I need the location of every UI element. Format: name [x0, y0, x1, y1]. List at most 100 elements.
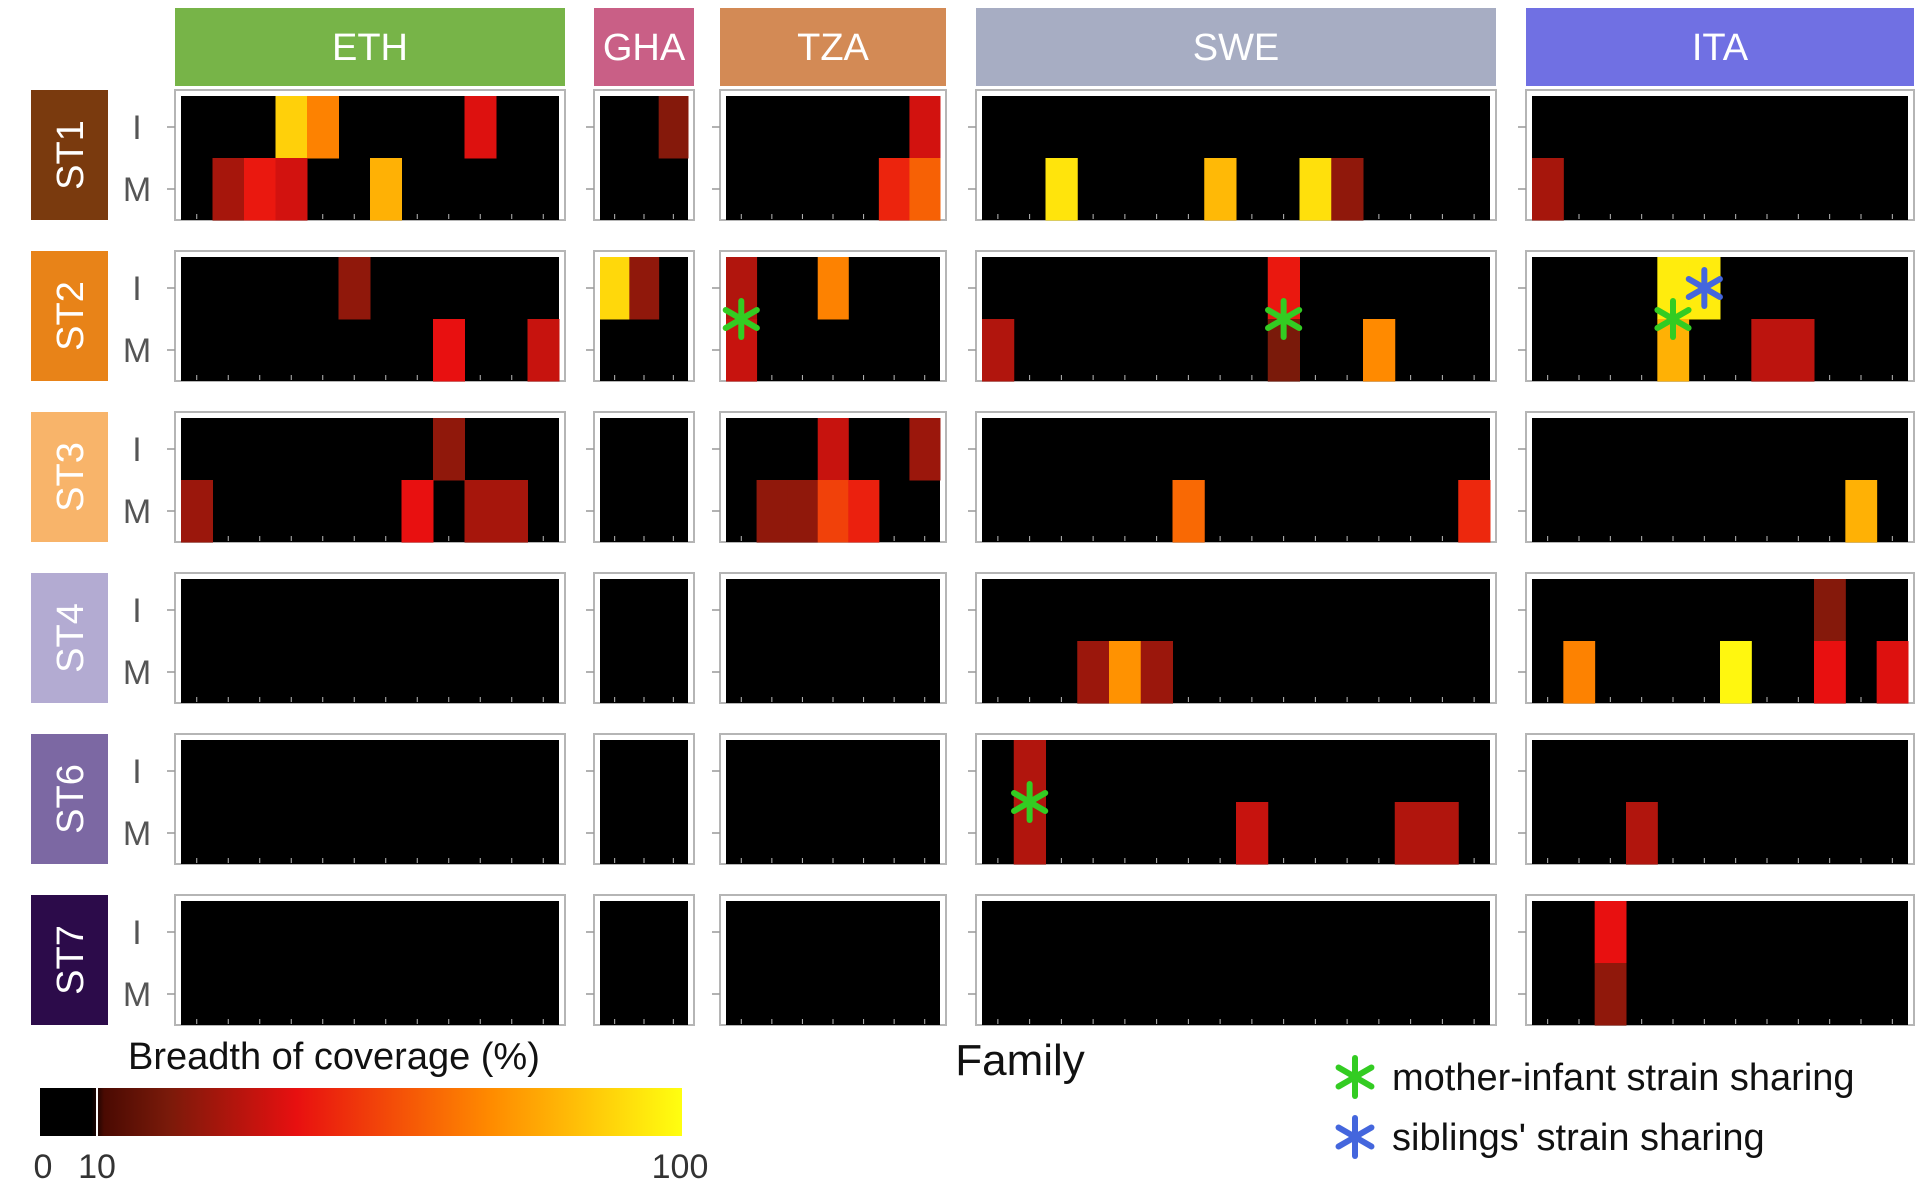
marker-mother-infant-st2-ita — [1654, 298, 1692, 340]
panel-st6-swe — [968, 733, 1497, 865]
strain-label-st3: ST3 — [50, 442, 92, 512]
strain-label-st2: ST2 — [50, 281, 92, 351]
heatmap-cell-st2-eth-m-f12 — [527, 319, 560, 382]
country-header-ita — [1526, 8, 1914, 86]
strain-box-st4 — [31, 573, 108, 703]
panel-st1-tza — [712, 89, 947, 221]
legend-mother-infant-marker — [1335, 1055, 1375, 1099]
legend: mother-infant strain sharing siblings' s… — [1335, 1055, 1855, 1159]
asterisk-stroke — [1335, 1064, 1375, 1090]
colorbar-title: Breadth of coverage (%) — [128, 1036, 540, 1078]
heatmap-cell-st4-swe-m-f5 — [1109, 641, 1142, 704]
panel-background — [982, 257, 1490, 381]
panel-background — [181, 579, 559, 703]
row-label-m: M — [123, 332, 151, 370]
heatmap-cell-st6-swe-m-f14 — [1394, 802, 1427, 865]
heatmap-cell-st4-swe-m-f6 — [1140, 641, 1173, 704]
heatmap-cell-st1-ita-m-f1 — [1532, 158, 1564, 221]
panel-st7-tza — [712, 894, 947, 1026]
heatmap-cell-st1-tza-i-f7 — [909, 96, 941, 159]
legend-siblings-marker — [1335, 1115, 1375, 1159]
panel-background — [181, 901, 559, 1025]
country-label-ita: ITA — [1692, 27, 1749, 69]
heatmap-cell-st3-tza-i-f4 — [817, 418, 849, 481]
country-header-swe — [976, 8, 1496, 86]
strain-box-st2 — [31, 251, 108, 381]
panel-st4-ita — [1518, 572, 1915, 704]
strain-label-st6: ST6 — [50, 764, 92, 834]
heatmap-cell-st1-swe-m-f8 — [1204, 158, 1237, 221]
asterisk-stroke — [1011, 790, 1049, 814]
heatmap-cell-st1-eth-i-f10 — [464, 96, 497, 159]
panel-st6-gha — [586, 733, 695, 865]
heatmap-cell-st3-ita-m-f11 — [1845, 480, 1878, 543]
heatmap-cell-st4-swe-m-f4 — [1077, 641, 1110, 704]
panel-background — [600, 579, 688, 703]
panel-st3-tza — [712, 411, 947, 543]
country-label-eth: ETH — [332, 27, 408, 69]
marker-mother-infant-st2-tza — [722, 298, 760, 340]
heatmap-cell-st4-ita-m-f2 — [1563, 641, 1596, 704]
panel-background — [181, 740, 559, 864]
x-axis-label: Family — [955, 1036, 1085, 1085]
heatmap-cell-st2-swe-m-f1 — [982, 319, 1015, 382]
panel-st4-eth — [167, 572, 566, 704]
panel-st3-eth — [167, 411, 566, 543]
heatmap-cell-st1-swe-m-f11 — [1299, 158, 1332, 221]
panel-background — [600, 740, 688, 864]
heatmap-cell-st3-eth-i-f9 — [433, 418, 465, 481]
colorbar-tick-0: 0 — [34, 1148, 53, 1182]
heatmap-cell-st4-ita-i-f10 — [1814, 579, 1846, 642]
heatmap-cell-st6-ita-m-f4 — [1626, 802, 1658, 865]
heatmap-panels — [167, 89, 1915, 1026]
panel-st1-eth — [167, 89, 566, 221]
strain-box-st7 — [31, 895, 108, 1025]
panel-background — [982, 418, 1490, 542]
heatmap-cell-st2-eth-i-f6 — [338, 257, 371, 320]
strain-box-st6 — [31, 734, 108, 864]
country-label-swe: SWE — [1193, 27, 1280, 69]
heatmap-cell-st2-gha-i-f1 — [600, 257, 630, 320]
heatmap-cell-st1-gha-i-f3 — [658, 96, 689, 159]
heatmap-cell-st1-eth-m-f2 — [212, 158, 245, 221]
panel-st3-ita — [1518, 411, 1915, 543]
heatmap-cell-st3-tza-m-f4 — [817, 480, 849, 543]
asterisk-stroke — [1265, 307, 1303, 331]
heatmap-cell-st3-eth-m-f11 — [496, 480, 528, 543]
row-label-m: M — [123, 171, 151, 209]
legend-mother-infant-label: mother-infant strain sharing — [1392, 1057, 1855, 1099]
panel-st2-swe — [968, 250, 1497, 382]
panel-background — [600, 901, 688, 1025]
country-header-tza — [720, 8, 946, 86]
panel-st2-gha — [586, 250, 695, 382]
country-headers: ETH GHA TZA SWE ITA — [175, 8, 1914, 86]
strain-label-st4: ST4 — [50, 603, 92, 673]
panel-st6-ita — [1518, 733, 1915, 865]
heatmap-cell-st1-eth-m-f3 — [244, 158, 276, 221]
panel-st7-swe — [968, 894, 1497, 1026]
row-label-m: M — [123, 493, 151, 531]
panel-background — [726, 901, 940, 1025]
panel-st2-eth — [167, 250, 566, 382]
country-header-eth — [175, 8, 565, 86]
heatmap-cell-st3-tza-m-f2 — [756, 480, 788, 543]
panel-background — [982, 579, 1490, 703]
heatmap-cell-st3-tza-m-f3 — [787, 480, 819, 543]
colorbar-tick-100: 100 — [652, 1148, 709, 1182]
heatmap-cell-st4-ita-m-f12 — [1876, 641, 1909, 704]
heatmap-cell-st6-swe-m-f9 — [1236, 802, 1269, 865]
panel-st7-ita — [1518, 894, 1915, 1026]
heatmap-cell-st2-eth-m-f9 — [433, 319, 465, 382]
heatmap-cell-st3-eth-m-f1 — [181, 480, 213, 543]
country-label-gha: GHA — [603, 27, 686, 69]
row-label-m: M — [123, 815, 151, 853]
heatmap-cell-st3-tza-m-f5 — [848, 480, 880, 543]
panel-st2-tza — [712, 250, 947, 382]
panel-background — [726, 740, 940, 864]
heatmap-cell-st2-swe-m-f13 — [1363, 319, 1396, 382]
strain-box-st3 — [31, 412, 108, 542]
heatmap-cell-st1-swe-m-f12 — [1331, 158, 1364, 221]
heatmap-cell-st1-eth-m-f4 — [275, 158, 308, 221]
